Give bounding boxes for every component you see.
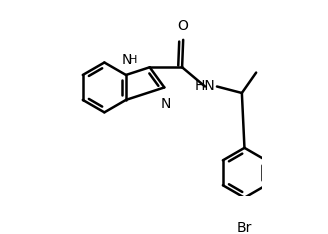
Text: N: N [160,97,171,111]
Text: O: O [178,19,189,33]
Text: Br: Br [237,221,252,234]
Text: N: N [122,53,132,67]
Text: H: H [129,55,137,65]
Text: HN: HN [195,80,215,94]
